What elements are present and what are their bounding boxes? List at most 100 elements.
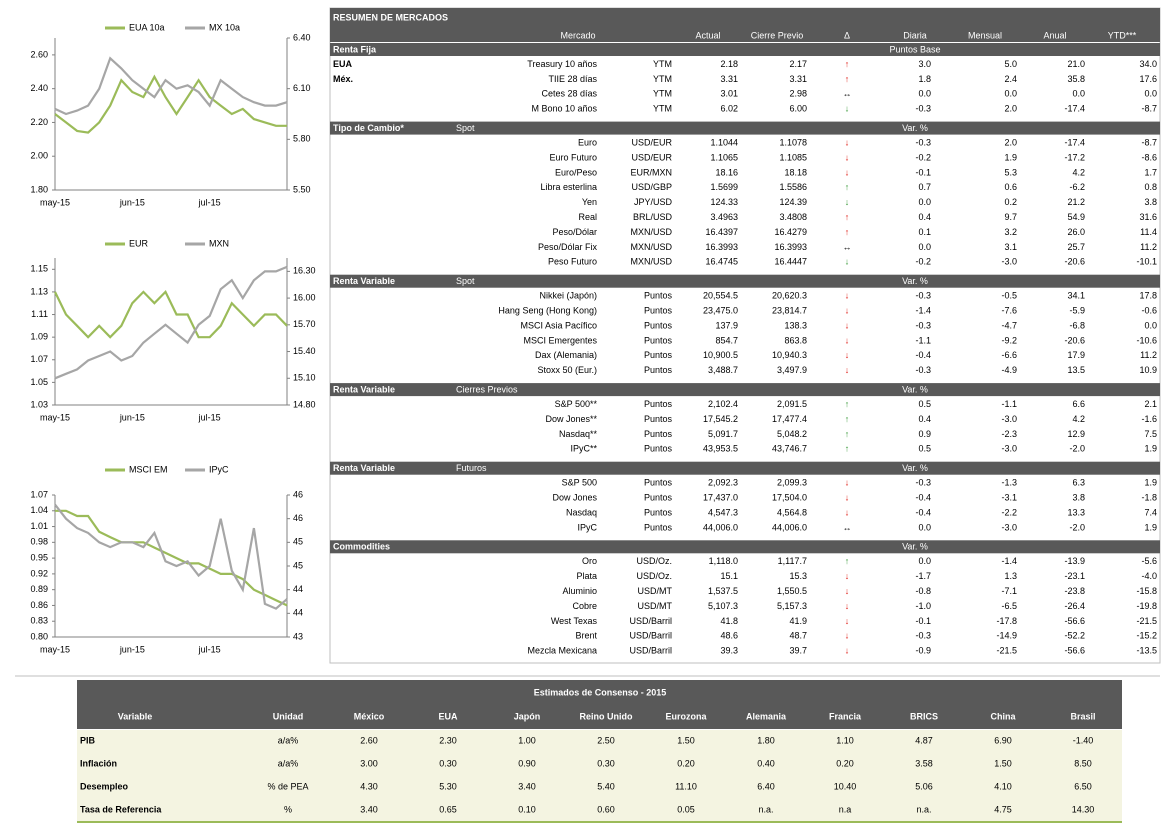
column-header: Δ — [844, 30, 850, 40]
legend-label: IPyC — [209, 464, 229, 474]
column-header: Mercado — [560, 30, 595, 40]
cell: 0.5 — [918, 444, 931, 454]
consensus-column: EUA — [438, 711, 458, 721]
cell: 3.40 — [518, 781, 536, 791]
delta-arrow: ↓ — [845, 631, 850, 641]
cell: -15.8 — [1136, 586, 1157, 596]
cell: 18.16 — [715, 167, 738, 177]
delta-arrow: ↓ — [845, 601, 850, 611]
cell: 2.0 — [1004, 104, 1017, 114]
cell: 1.5699 — [710, 182, 738, 192]
cell: -1.1 — [915, 335, 931, 345]
cell: -1.8 — [1141, 492, 1157, 502]
cell: 11.2 — [1140, 242, 1157, 252]
cell: BRL/USD — [633, 212, 673, 222]
cell: 16.4447 — [774, 257, 807, 267]
cell: -0.9 — [915, 646, 931, 656]
section-name: Tipo de Cambio* — [333, 123, 404, 133]
cell: -10.6 — [1136, 335, 1157, 345]
cell: -0.4 — [915, 492, 931, 502]
cell: 0.7 — [918, 182, 931, 192]
y2-tick-label: 6.10 — [293, 83, 311, 93]
delta-arrow: ↓ — [845, 335, 850, 345]
cell: West Texas — [551, 616, 598, 626]
cell: -6.2 — [1069, 182, 1085, 192]
cell: 0.0 — [918, 556, 931, 566]
cell: 4.75 — [994, 804, 1012, 814]
cell: -2.0 — [1069, 444, 1085, 454]
delta-arrow: ↓ — [845, 305, 850, 315]
cell: -0.3 — [915, 104, 931, 114]
y2-tick-label: 45 — [293, 560, 303, 570]
cell: 3.58 — [915, 758, 933, 768]
cell: 2.60 — [360, 735, 378, 745]
cell: 0.30 — [597, 758, 615, 768]
cell: 2.4 — [1004, 74, 1017, 84]
cell: Plata — [576, 571, 597, 581]
cell: Mezcla Mexicana — [527, 646, 597, 656]
cell: 2.30 — [439, 735, 457, 745]
cell: 0.6 — [1004, 182, 1017, 192]
cell: -17.4 — [1064, 104, 1085, 114]
cell: 6.3 — [1072, 478, 1085, 488]
cell: -0.3 — [915, 137, 931, 147]
cell: 11.2 — [1140, 350, 1157, 360]
cell: Peso/Dólar — [552, 227, 597, 237]
cell: -21.5 — [996, 646, 1017, 656]
cell: Dow Jones — [552, 492, 597, 502]
cell: 5.06 — [915, 781, 933, 791]
y2-tick-label: 46 — [293, 513, 303, 523]
cell: -8.7 — [1141, 104, 1157, 114]
cell: 3.31 — [720, 74, 738, 84]
section-sub: Cierres Previos — [456, 384, 518, 394]
cell: % de PEA — [267, 781, 308, 791]
cell: 8.50 — [1074, 758, 1092, 768]
cell: Puntos — [644, 335, 673, 345]
cell: Oro — [582, 556, 597, 566]
cell: 0.60 — [597, 804, 615, 814]
delta-arrow: ↓ — [845, 197, 850, 207]
row-group: EUA — [333, 59, 353, 69]
cell: 6.00 — [789, 104, 807, 114]
cell: -23.8 — [1064, 586, 1085, 596]
cell: TIIE 28 días — [548, 74, 597, 84]
section-basis: Var. % — [902, 542, 928, 552]
y2-tick-label: 15.10 — [293, 373, 316, 383]
cell: 124.39 — [779, 197, 807, 207]
delta-arrow: ↔ — [843, 522, 852, 532]
y2-tick-label: 5.50 — [293, 184, 311, 194]
cell: 5.30 — [439, 781, 457, 791]
cell: EUR/MXN — [630, 167, 672, 177]
cell: 1,117.7 — [778, 556, 807, 566]
cell: 0.5 — [918, 399, 931, 409]
cell: Aluminio — [562, 586, 597, 596]
section-header — [330, 383, 1160, 397]
cell: 1.9 — [1004, 152, 1017, 162]
cell: 17.9 — [1067, 350, 1085, 360]
section-name: Renta Variable — [333, 384, 395, 394]
cell: YTM — [653, 89, 672, 99]
cell: 41.9 — [789, 616, 807, 626]
cell: -26.4 — [1064, 601, 1085, 611]
cell: % — [284, 804, 292, 814]
consensus-column: Alemania — [746, 711, 787, 721]
y2-tick-label: 16.30 — [293, 266, 316, 276]
cell: YTM — [653, 74, 672, 84]
column-header: Anual — [1043, 30, 1066, 40]
cell: -0.3 — [915, 365, 931, 375]
market-header — [330, 8, 1160, 42]
x-tick-label: jun-15 — [119, 644, 145, 654]
cell: USD/Barril — [629, 646, 672, 656]
cell: Treasury 10 años — [527, 59, 597, 69]
y-tick-label: 1.05 — [30, 377, 48, 387]
cell: 3,488.7 — [708, 365, 738, 375]
cell: 9.7 — [1004, 212, 1017, 222]
cell: 0.0 — [1144, 89, 1157, 99]
cell: Nasdaq — [566, 507, 597, 517]
cell: Euro Futuro — [549, 152, 597, 162]
row-label: PIB — [80, 735, 96, 745]
cell: 1.50 — [677, 735, 695, 745]
cell: 2.17 — [789, 59, 807, 69]
y-tick-label: 1.04 — [30, 505, 48, 515]
cell: -5.6 — [1141, 556, 1157, 566]
